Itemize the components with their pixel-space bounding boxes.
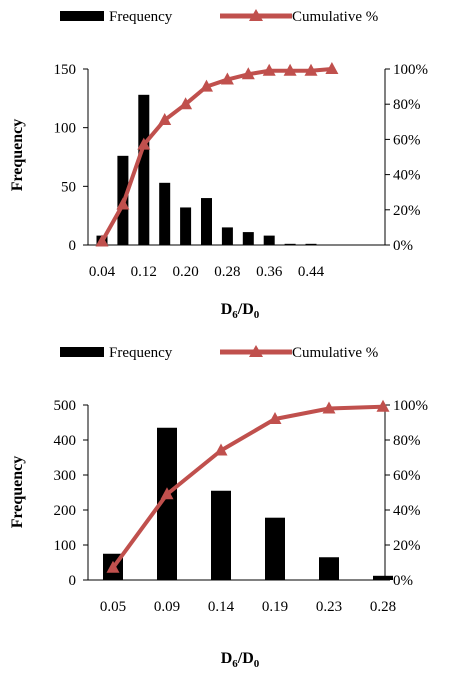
- cumulative-marker: [137, 137, 151, 150]
- y-tick-label: 500: [54, 398, 77, 414]
- y2-tick-label: 100%: [393, 62, 428, 78]
- x-tick-label: 0.36: [256, 264, 283, 280]
- x-tick-label: 0.14: [208, 599, 235, 615]
- axes: [87, 69, 386, 246]
- bar: [284, 243, 296, 245]
- y2-tick-label: 60%: [393, 468, 421, 484]
- cumulative-marker: [262, 63, 276, 76]
- bar: [180, 207, 192, 245]
- cumulative-line: [95, 62, 339, 247]
- x-tick-label: 0.12: [131, 264, 157, 280]
- y2-tick-label: 40%: [393, 503, 421, 519]
- x-tick-labels: 0.05 0.09 0.14 0.19 0.23 0.28: [100, 599, 396, 615]
- legend-frequency-label: Frequency: [109, 9, 173, 25]
- cumulative-line: [106, 399, 390, 573]
- x-tick-label: 0.05: [100, 599, 126, 615]
- x-tick-label: 0.28: [370, 599, 396, 615]
- legend-cumulative-marker: [249, 9, 263, 21]
- y2-tick-label: 100%: [393, 398, 428, 414]
- y2-tick-label: 0%: [393, 573, 413, 589]
- cumulative-marker: [160, 487, 174, 500]
- y-tick-label: 100: [54, 538, 77, 554]
- x-tick-label: 0.23: [316, 599, 342, 615]
- y-tick-labels: 0 50 100 150: [54, 62, 88, 254]
- legend-frequency-swatch: [60, 11, 104, 21]
- cumulative-marker: [268, 412, 282, 424]
- axes: [87, 405, 386, 581]
- cumulative-marker: [179, 97, 193, 110]
- y-tick-label: 0: [69, 573, 77, 589]
- y-tick-labels: 0 100 200 300 400 500: [54, 398, 88, 589]
- legend-cumulative-marker: [249, 345, 263, 357]
- x-axis-title: D6/D0: [221, 301, 260, 321]
- cumulative-series-line: [111, 404, 384, 569]
- cumulative-marker: [200, 79, 213, 92]
- y-axis-title: Frequency: [9, 119, 26, 192]
- cumulative-marker: [158, 113, 172, 126]
- y2-tick-label: 20%: [393, 538, 421, 554]
- bar: [157, 427, 177, 580]
- cumulative-marker: [95, 234, 109, 247]
- cumulative-marker: [220, 72, 234, 85]
- cumulative-marker: [325, 62, 339, 74]
- cumulative-marker: [214, 443, 228, 456]
- y-tick-label: 200: [54, 503, 77, 519]
- cumulative-marker: [376, 399, 390, 412]
- y2-tick-label: 40%: [393, 168, 421, 184]
- legend-cumulative-label: Cumulative %: [292, 345, 378, 361]
- y2-tick-label: 80%: [393, 433, 421, 449]
- x-tick-label: 0.04: [89, 264, 116, 280]
- x-tick-label: 0.28: [214, 264, 240, 280]
- legend-frequency-label: Frequency: [109, 345, 173, 361]
- cumulative-marker: [322, 401, 336, 414]
- y2-tick-label: 80%: [393, 97, 421, 113]
- bar: [242, 232, 254, 245]
- y-axis-title: Frequency: [9, 456, 26, 529]
- y2-tick-labels: 0% 20% 40% 60% 80% 100%: [385, 62, 428, 254]
- y-tick-label: 50: [61, 179, 76, 195]
- cumulative-marker: [106, 560, 120, 573]
- chart-2: Frequency Cumulative % Frequency 0 100 200…: [9, 345, 428, 670]
- legend-cumulative-label: Cumulative %: [292, 9, 378, 25]
- bar: [319, 557, 339, 580]
- legend-frequency-swatch: [60, 347, 104, 357]
- x-axis-title: D6/D0: [221, 650, 260, 670]
- cumulative-marker: [304, 63, 318, 76]
- x-tick-label: 0.20: [172, 264, 198, 280]
- cumulative-marker: [116, 197, 130, 210]
- bar: [221, 227, 233, 245]
- cumulative-series-line: [100, 67, 333, 243]
- bar: [138, 94, 150, 246]
- bar: [201, 198, 212, 245]
- bar: [159, 182, 171, 245]
- bar: [373, 575, 393, 580]
- y-tick-label: 100: [54, 121, 77, 137]
- y-tick-label: 400: [54, 433, 77, 449]
- bar: [263, 235, 275, 245]
- cumulative-marker: [283, 63, 297, 76]
- bar: [211, 490, 231, 580]
- x-tick-labels: 0.04 0.12 0.20 0.28 0.36 0.44: [89, 264, 325, 280]
- y-tick-label: 150: [54, 62, 77, 78]
- y2-tick-label: 0%: [393, 238, 413, 254]
- bar: [265, 517, 285, 580]
- x-tick-label: 0.19: [262, 599, 288, 615]
- bars: [96, 94, 317, 246]
- legend: Frequency Cumulative %: [60, 345, 378, 361]
- x-tick-label: 0.09: [154, 599, 180, 615]
- y2-tick-labels: 0% 20% 40% 60% 80% 100%: [385, 398, 428, 589]
- bar: [305, 243, 317, 245]
- legend: Frequency Cumulative %: [60, 9, 378, 25]
- x-tick-label: 0.44: [298, 264, 325, 280]
- cumulative-marker: [241, 67, 255, 80]
- chart-1: Frequency Cumulative % Frequency 0 50 100 1…: [9, 9, 428, 321]
- y-tick-label: 0: [69, 238, 77, 254]
- y-tick-label: 300: [54, 468, 77, 484]
- y2-tick-label: 60%: [393, 132, 421, 148]
- y2-tick-label: 20%: [393, 203, 421, 219]
- bars: [103, 427, 393, 580]
